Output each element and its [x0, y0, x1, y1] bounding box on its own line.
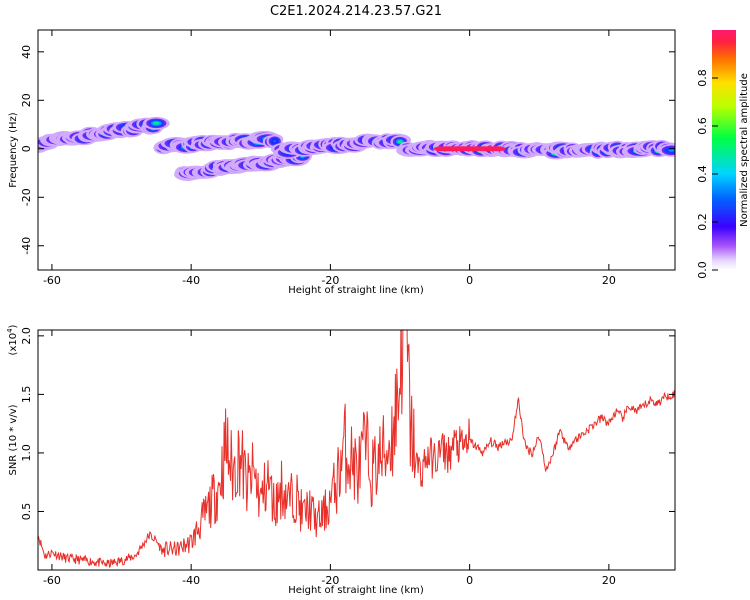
colorbar-label: Normalized spectral amplitude [739, 73, 750, 227]
spectrogram-y-label: Frequency (Hz) [8, 112, 19, 188]
x-tick-label: -60 [43, 274, 61, 287]
spectrogram-panel: -60 -40 -20 0 20 -40 -20 0 20 40 Height of straig… [8, 29, 676, 296]
colorbar-gradient [712, 30, 736, 270]
spectrogram-frame [37, 29, 676, 271]
x-tick-label: -40 [182, 274, 200, 287]
snr-multiplier: (x104) [6, 324, 19, 355]
spectrogram-axes: -60 -40 -20 0 20 -40 -20 0 20 40 [20, 30, 675, 287]
x-tick-label: 20 [602, 574, 616, 587]
y-tick-label: 40 [20, 45, 33, 59]
snr-frame [37, 329, 676, 571]
y-tick-label: -20 [20, 188, 33, 206]
x-tick-label: 0 [466, 574, 473, 587]
colorbar-tick-label: 0.8 [696, 69, 709, 87]
spectrogram-x-label: Height of straight line (km) [288, 285, 424, 296]
colorbar-tick-label: 0.0 [696, 261, 709, 279]
spectrogram-heatmap [38, 116, 675, 182]
x-tick-label: -20 [321, 274, 339, 287]
colorbar-tick-label: 0.4 [696, 165, 709, 183]
y-tick-label: 1.0 [20, 444, 33, 462]
y-tick-label: 1.5 [20, 386, 33, 404]
y-tick-label: 0 [20, 145, 33, 152]
heatmap-cell [668, 148, 675, 152]
y-tick-label: 2.0 [20, 327, 33, 345]
colorbar-ticks: 0.0 0.2 0.4 0.6 0.8 [696, 69, 718, 279]
heatmap-cell [489, 146, 506, 152]
heatmap-cell [272, 139, 277, 143]
y-tick-label: 20 [20, 93, 33, 107]
colorbar: 0.0 0.2 0.4 0.6 0.8 Normalized spectral ampl… [696, 30, 750, 279]
snr-x-label: Height of straight line (km) [288, 585, 424, 596]
colorbar-tick-label: 0.6 [696, 117, 709, 135]
snr-series-line [38, 330, 675, 568]
colorbar-tick-label: 0.2 [696, 213, 709, 231]
x-tick-label: -40 [182, 574, 200, 587]
y-tick-label: -40 [20, 237, 33, 255]
chart-title: C2E1.2024.214.23.57.G21 [270, 4, 442, 19]
x-tick-label: 20 [602, 274, 616, 287]
y-tick-label: 0.5 [20, 503, 33, 520]
snr-axes: -60 -40 -20 0 20 0.5 1.0 1.5 2.0 [20, 327, 675, 587]
x-tick-label: -20 [321, 574, 339, 587]
snr-y-label: SNR (10 * v/v) [8, 404, 19, 475]
x-tick-label: -60 [43, 574, 61, 587]
x-tick-label: 0 [466, 274, 473, 287]
snr-panel: -60 -40 -20 0 20 0.5 1.0 1.5 2.0 Height of strai… [6, 324, 676, 596]
heatmap-cell [153, 121, 160, 125]
heatmap-cell [397, 140, 403, 144]
